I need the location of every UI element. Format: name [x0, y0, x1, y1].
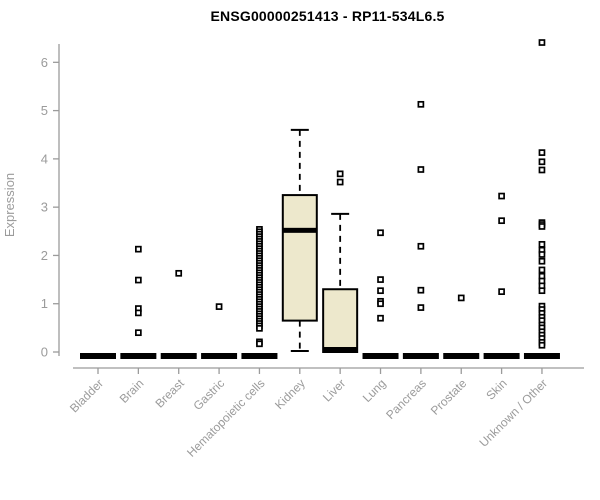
- x-tick-label-prostate: Prostate: [428, 376, 470, 418]
- chart-title: ENSG00000251413 - RP11-534L6.5: [210, 8, 445, 24]
- outlier-point: [538, 166, 546, 174]
- outlier-point: [377, 300, 384, 308]
- y-tick-label: 3: [41, 200, 48, 215]
- boxplot-gastric: [201, 303, 238, 359]
- outlier-point: [256, 324, 263, 332]
- boxplot-skin: [483, 192, 520, 359]
- outlier-point: [498, 192, 505, 200]
- boxplot-hematopoietic-cells: [241, 226, 278, 359]
- y-axis-label: Expression: [2, 173, 17, 237]
- outlier-point: [135, 245, 142, 253]
- boxplot-kidney: [281, 128, 318, 353]
- outlier-point: [457, 294, 465, 302]
- outlier-point: [417, 166, 425, 173]
- outlier-point: [215, 303, 223, 310]
- outlier-point: [135, 309, 142, 317]
- outlier-point: [538, 158, 546, 166]
- boxplot-bladder: [80, 353, 116, 359]
- outlier-point: [538, 149, 546, 156]
- outlier-point: [417, 286, 425, 294]
- y-tick-label: 6: [41, 55, 48, 70]
- outlier-point: [538, 266, 546, 274]
- boxplot-brain: [120, 245, 157, 359]
- x-tick-label-bladder: Bladder: [67, 376, 106, 415]
- y-tick-label: 1: [41, 296, 48, 311]
- outlier-point: [498, 217, 505, 225]
- x-tick-label-gastric: Gastric: [190, 376, 227, 413]
- outlier-point: [417, 242, 425, 250]
- outlier-point: [417, 304, 425, 311]
- boxplot-liver: [322, 170, 359, 353]
- outlier-point: [538, 287, 546, 295]
- outlier-point: [377, 287, 384, 295]
- outlier-point: [538, 223, 546, 230]
- x-tick-label-kidney: Kidney: [272, 376, 308, 412]
- boxplot-unknown-other: [523, 39, 560, 359]
- outlier-point: [538, 39, 546, 46]
- outlier-point: [135, 329, 142, 337]
- x-tick-label-skin: Skin: [483, 376, 509, 402]
- boxplot-pancreas: [402, 100, 439, 359]
- outlier-point: [498, 288, 505, 295]
- outlier-point: [336, 178, 344, 186]
- outlier-point: [377, 276, 384, 283]
- outlier-point: [538, 251, 546, 258]
- x-tick-label-lung: Lung: [360, 376, 389, 405]
- x-tick-label-brain: Brain: [117, 376, 147, 406]
- outlier-point: [538, 257, 546, 265]
- boxplot-breast: [160, 269, 197, 359]
- outlier-point: [538, 341, 546, 349]
- x-tick-label-liver: Liver: [320, 376, 348, 404]
- outlier-point: [538, 240, 546, 248]
- y-tick-label: 2: [41, 248, 48, 263]
- outlier-point: [256, 340, 263, 348]
- y-tick-label: 4: [41, 151, 48, 166]
- outlier-point: [336, 170, 344, 178]
- y-tick-label: 5: [41, 103, 48, 118]
- outlier-point: [377, 229, 384, 237]
- outlier-point: [135, 276, 142, 284]
- x-tick-label-breast: Breast: [152, 376, 187, 411]
- y-tick-label: 0: [41, 345, 48, 360]
- outlier-point: [377, 314, 384, 322]
- x-tick-label-hematopoietic-cells: Hematopoietic cells: [184, 376, 267, 459]
- y-axis: 0 1 2 3 4 5 6 Expression: [2, 44, 60, 360]
- boxplot-prostate: [443, 294, 480, 359]
- outlier-point: [175, 269, 183, 277]
- x-tick-label-pancreas: Pancreas: [383, 376, 429, 422]
- boxplot-lung: [362, 229, 399, 359]
- outlier-point: [417, 100, 425, 108]
